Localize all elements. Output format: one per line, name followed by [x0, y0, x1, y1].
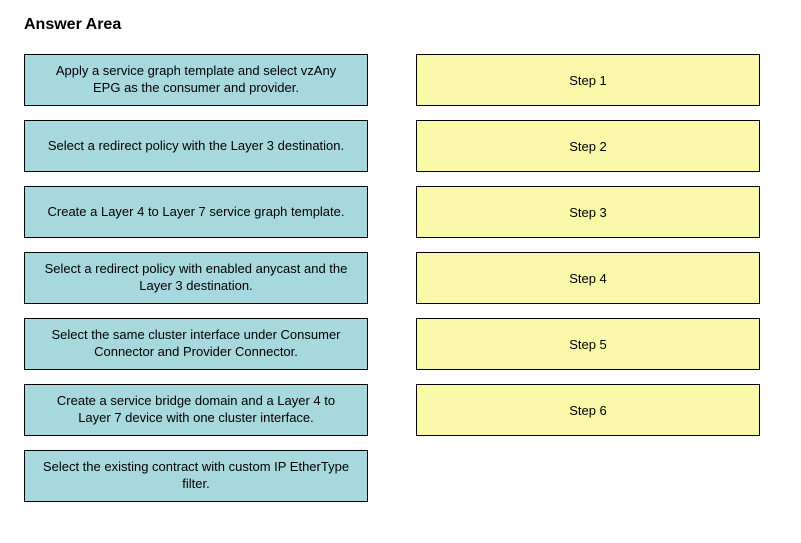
drag-option[interactable]: Select a redirect policy with the Layer …: [24, 120, 368, 172]
drop-target[interactable]: Step 4: [416, 252, 760, 304]
drag-drop-container: Apply a service graph template and selec…: [24, 54, 777, 502]
drop-target[interactable]: Step 2: [416, 120, 760, 172]
drag-option[interactable]: Create a service bridge domain and a Lay…: [24, 384, 368, 436]
drag-option[interactable]: Create a Layer 4 to Layer 7 service grap…: [24, 186, 368, 238]
drop-target[interactable]: Step 6: [416, 384, 760, 436]
drop-target[interactable]: Step 3: [416, 186, 760, 238]
drag-option[interactable]: Select the existing contract with custom…: [24, 450, 368, 502]
drag-option[interactable]: Select a redirect policy with enabled an…: [24, 252, 368, 304]
answer-area-heading: Answer Area: [24, 16, 777, 34]
drag-option[interactable]: Apply a service graph template and selec…: [24, 54, 368, 106]
options-column: Apply a service graph template and selec…: [24, 54, 368, 502]
drop-target[interactable]: Step 5: [416, 318, 760, 370]
steps-column: Step 1 Step 2 Step 3 Step 4 Step 5 Step …: [416, 54, 760, 502]
drag-option[interactable]: Select the same cluster interface under …: [24, 318, 368, 370]
drop-target[interactable]: Step 1: [416, 54, 760, 106]
